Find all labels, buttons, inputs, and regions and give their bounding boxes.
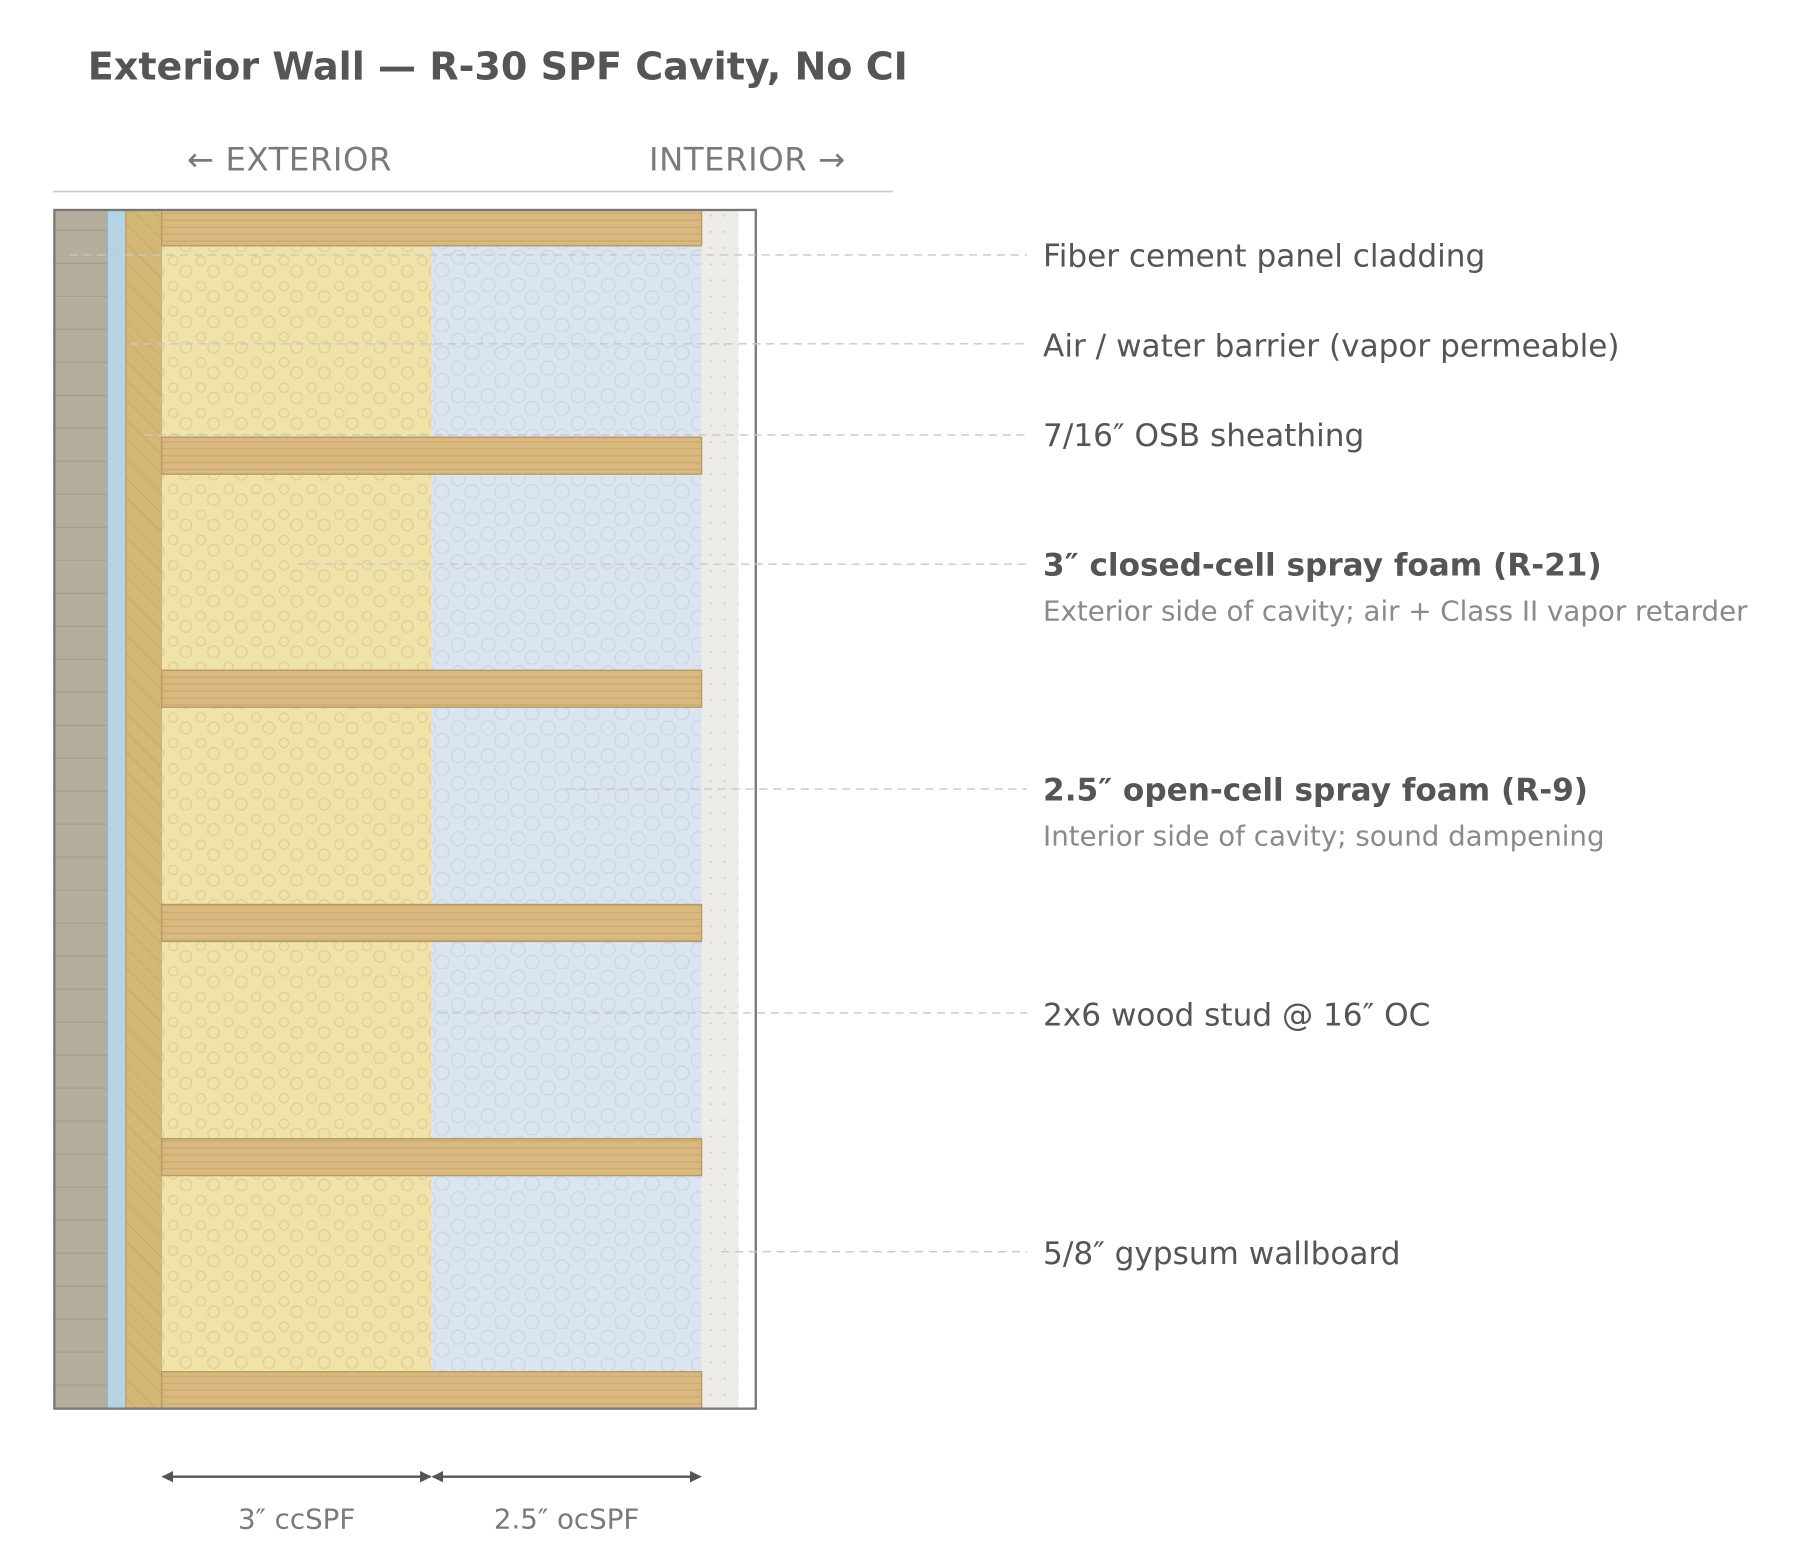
gypsum: [701, 209, 739, 1409]
stud: [160, 1137, 703, 1177]
layer-label: 7/16″ OSB sheathing: [1043, 418, 1364, 454]
exterior-label: ← EXTERIOR: [187, 141, 392, 179]
leaders: [69, 254, 1027, 1253]
cladding: [54, 209, 108, 1409]
layer-label: 2.5″ open-cell spray foam (R-9): [1043, 772, 1588, 808]
dimensions: 3″ ccSPF 2.5″ ocSPF: [161, 1470, 702, 1536]
layer-label: 5/8″ gypsum wallboard: [1043, 1236, 1400, 1272]
layer-label: Fiber cement panel cladding: [1043, 238, 1485, 274]
dimension-label: 2.5″ ocSPF: [494, 1503, 639, 1536]
layer-label: Air / water barrier (vapor permeable): [1043, 328, 1619, 364]
studs: [160, 209, 703, 1410]
stud: [160, 209, 703, 247]
osb: [125, 209, 163, 1410]
layer-label: 3″ closed-cell spray foam (R-21): [1043, 547, 1602, 583]
open-cell-foam: [431, 209, 702, 1409]
wall-outline: [53, 208, 757, 1410]
layer-note: Interior side of cavity; sound dampening: [1043, 820, 1604, 853]
dimension-label: 3″ ccSPF: [238, 1503, 355, 1536]
closed-cell-foam: [161, 209, 432, 1409]
stud: [160, 669, 703, 708]
callouts: Fiber cement panel cladding Air / water …: [1043, 238, 1748, 1272]
interior-label: INTERIOR →: [649, 141, 846, 179]
wall-layers: [53, 208, 757, 1410]
layer-label: 2x6 wood stud @ 16″ OC: [1043, 997, 1430, 1033]
layer-note: Exterior side of cavity; air + Class II …: [1043, 595, 1748, 628]
air-barrier: [106, 209, 127, 1410]
stud: [160, 1371, 703, 1410]
stud: [160, 903, 703, 943]
title: Exterior Wall — R-30 SPF Cavity, No CI: [88, 45, 908, 89]
stud: [160, 436, 703, 475]
